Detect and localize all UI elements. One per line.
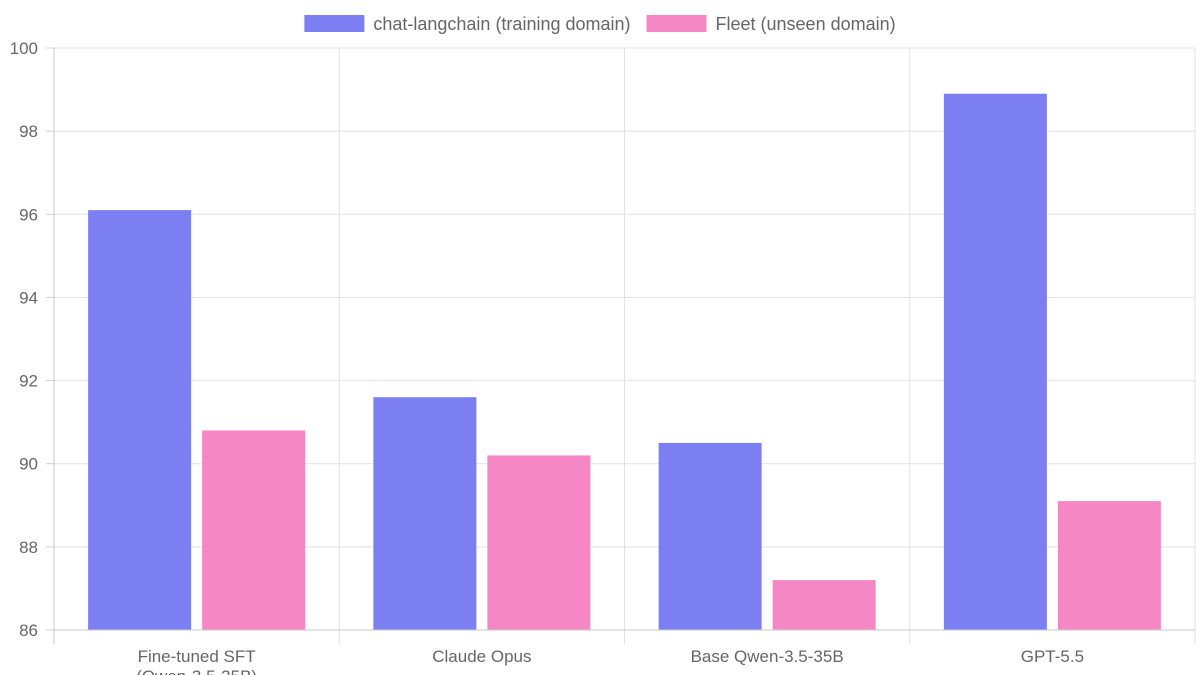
x-tick-label: Fine-tuned SFT(Qwen-3.5-35B) bbox=[136, 647, 257, 675]
axes bbox=[46, 47, 1195, 644]
legend[interactable]: chat-langchain (training domain) Fleet (u… bbox=[304, 14, 896, 34]
bars bbox=[88, 93, 1161, 630]
x-tick-label: GPT-5.5 bbox=[1021, 647, 1084, 666]
y-tick-label: 98 bbox=[19, 122, 38, 141]
legend-label-series-1[interactable]: chat-langchain (training domain) bbox=[373, 14, 630, 34]
x-tick-label-line: Base Qwen-3.5-35B bbox=[691, 647, 844, 666]
bar-series-2-1[interactable] bbox=[202, 430, 306, 630]
y-tick-label: 94 bbox=[19, 288, 38, 307]
bar-series-1-4[interactable] bbox=[943, 93, 1047, 630]
y-tick-label: 90 bbox=[19, 455, 38, 474]
x-tick-label: Claude Opus bbox=[432, 647, 531, 666]
y-tick-label: 92 bbox=[19, 372, 38, 391]
bar-series-1-2[interactable] bbox=[373, 397, 477, 630]
y-tick-label: 96 bbox=[19, 205, 38, 224]
legend-swatch-series-2[interactable] bbox=[646, 15, 707, 32]
legend-label-series-2[interactable]: Fleet (unseen domain) bbox=[716, 14, 896, 34]
y-axis-ticks: 86 88 90 92 94 96 98 100 bbox=[10, 39, 38, 640]
x-tick-label-line: Claude Opus bbox=[432, 647, 531, 666]
legend-swatch-series-1[interactable] bbox=[304, 15, 365, 32]
y-tick-label: 100 bbox=[10, 39, 38, 58]
x-tick-label-line: (Qwen-3.5-35B) bbox=[136, 667, 257, 675]
y-tick-label: 88 bbox=[19, 538, 38, 557]
x-axis-ticks: Fine-tuned SFT(Qwen-3.5-35B) Claude Opus B… bbox=[136, 647, 1084, 675]
bar-series-1-3[interactable] bbox=[658, 442, 762, 630]
x-tick-label-line: Fine-tuned SFT bbox=[138, 647, 256, 666]
x-tick-label-line: GPT-5.5 bbox=[1021, 647, 1084, 666]
bar-series-2-4[interactable] bbox=[1057, 501, 1161, 630]
bar-series-2-3[interactable] bbox=[772, 580, 876, 630]
bar-series-2-2[interactable] bbox=[487, 455, 591, 630]
y-tick-label: 86 bbox=[19, 621, 38, 640]
bar-series-1-1[interactable] bbox=[88, 210, 192, 630]
x-tick-label: Base Qwen-3.5-35B bbox=[691, 647, 844, 666]
